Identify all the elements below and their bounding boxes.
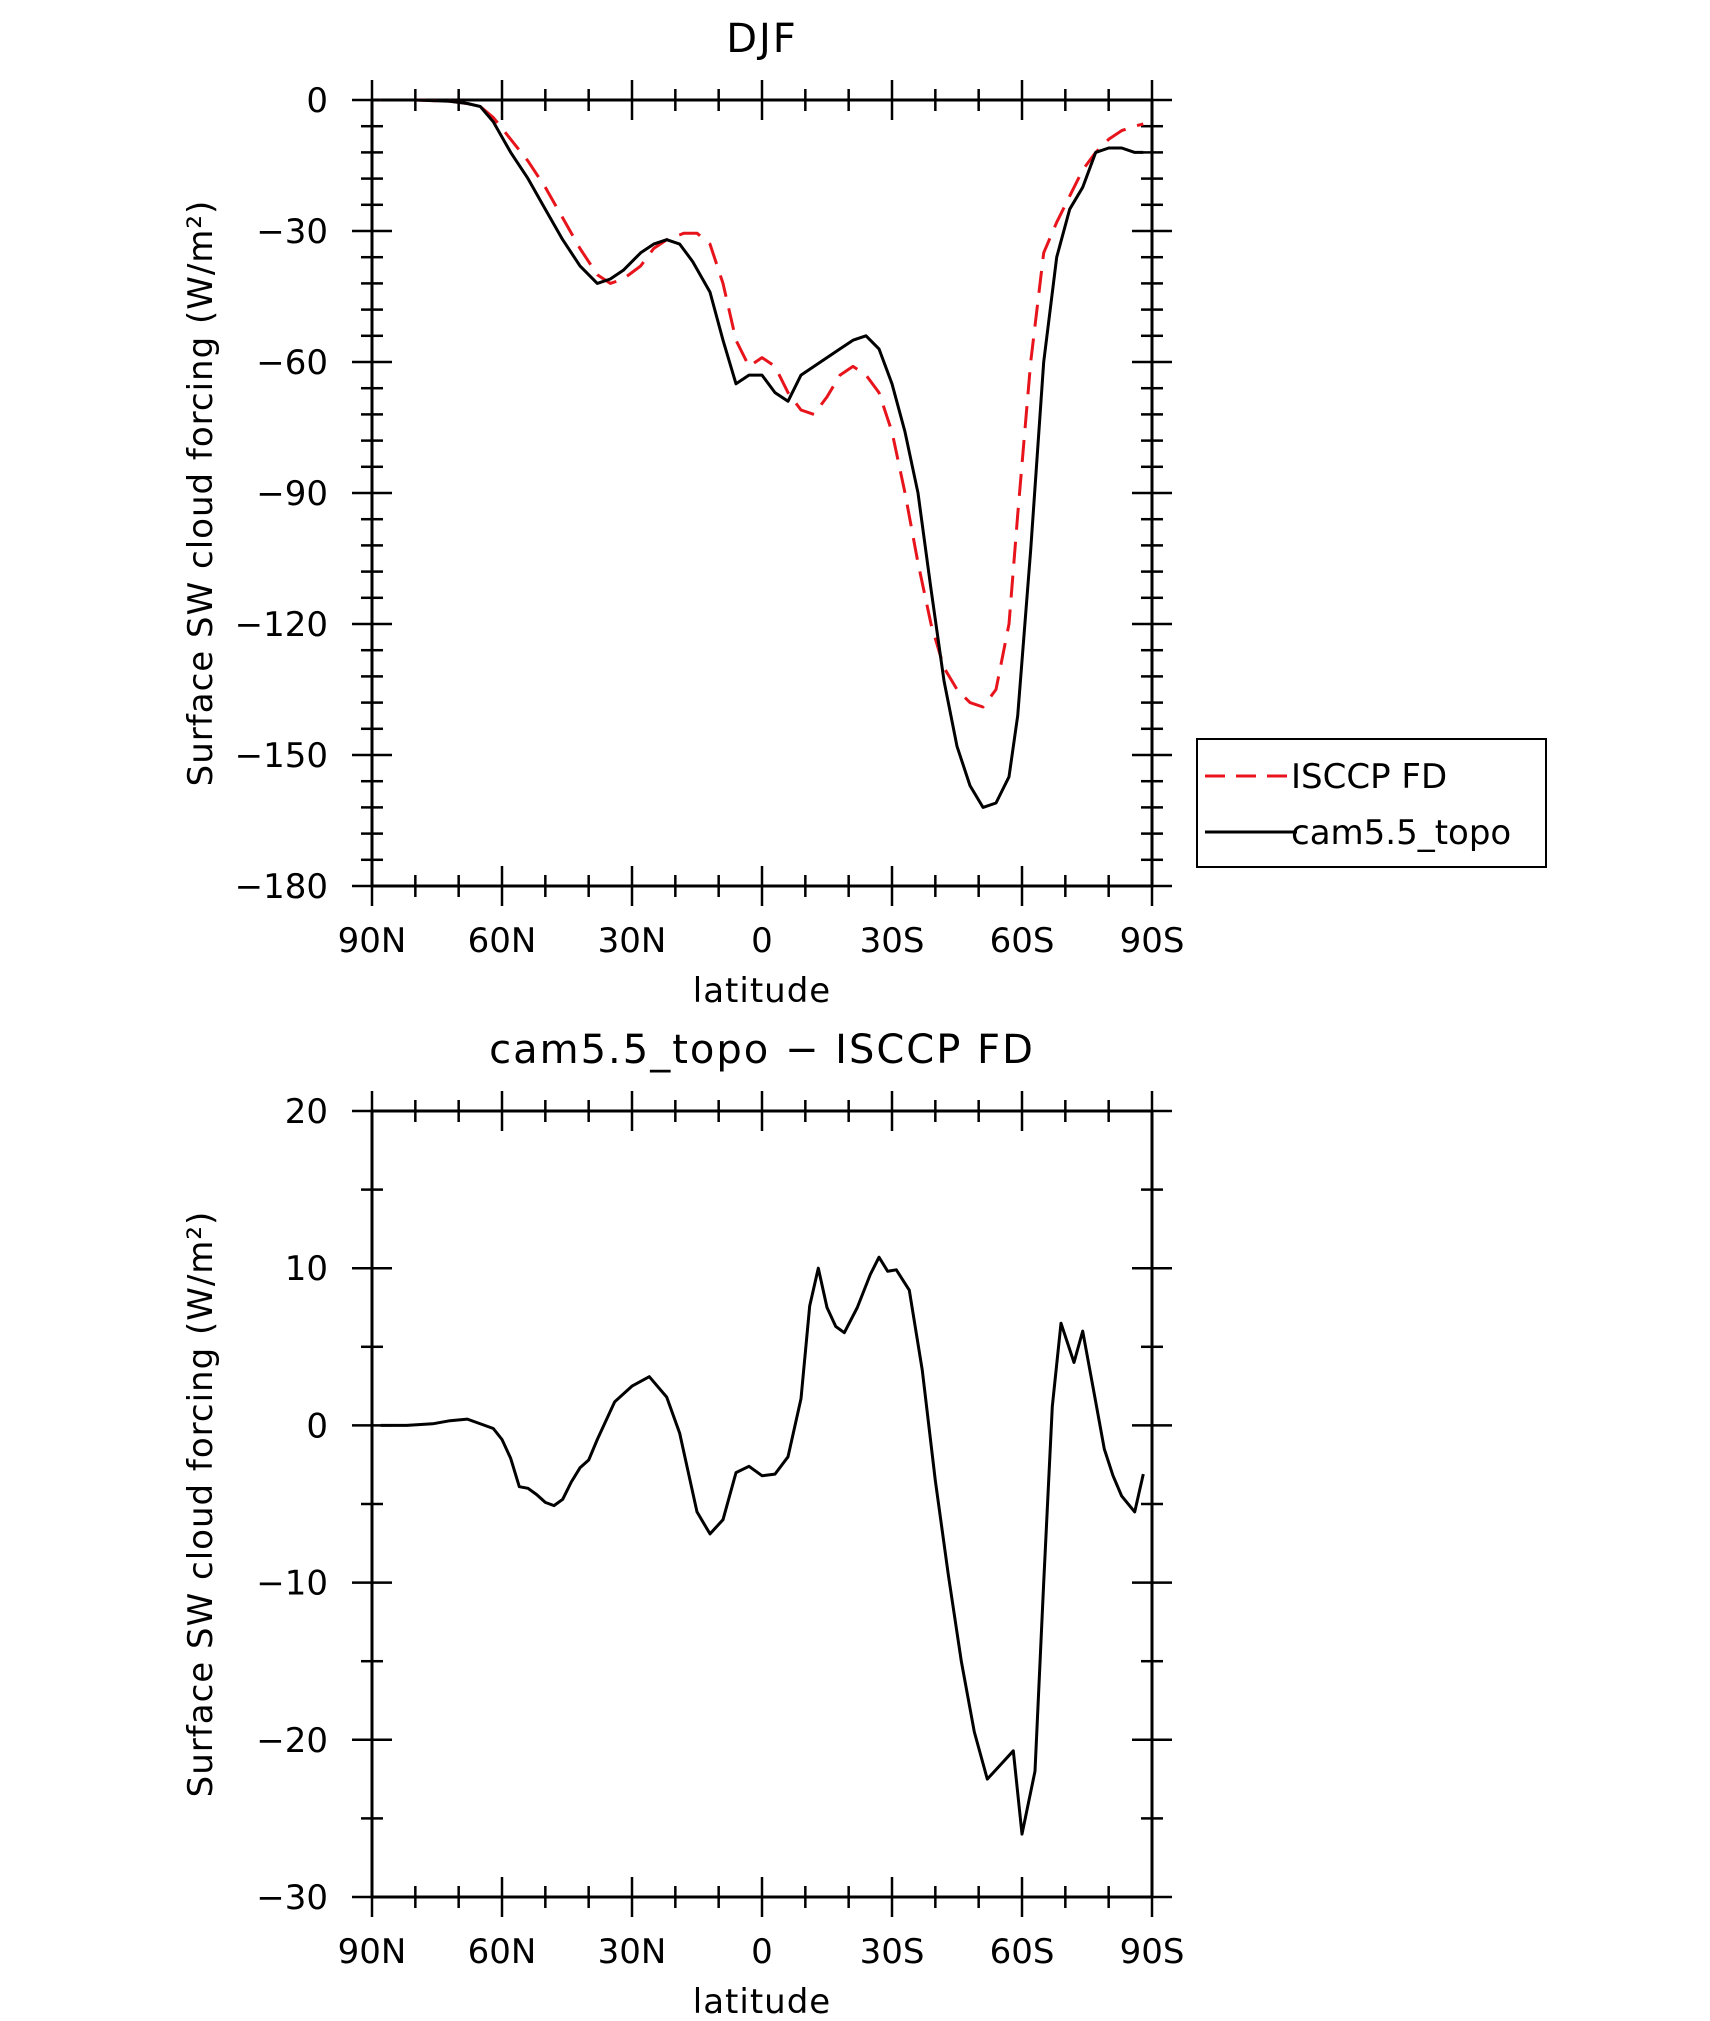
- series-line-0: [380, 1255, 1145, 1836]
- y-tick-label: 10: [285, 1249, 328, 1289]
- x-tick-label: 60N: [468, 921, 537, 961]
- legend-label: cam5.5_topo: [1291, 813, 1511, 853]
- x-tick-label: 90S: [1120, 921, 1185, 961]
- x-axis-label: latitude: [693, 971, 831, 1011]
- x-tick-label: 60N: [468, 1932, 537, 1972]
- y-tick-label: −120: [235, 605, 328, 645]
- plot-frame: [370, 1109, 1154, 1899]
- y-tick-label: 0: [306, 81, 328, 121]
- legend-label: ISCCP FD: [1291, 757, 1447, 797]
- y-axis-label: Surface SW cloud forcing (W/m²): [181, 1211, 221, 1798]
- y-tick-label: −30: [256, 212, 328, 252]
- x-tick-label: 90N: [338, 1932, 407, 1972]
- y-tick-label: −20: [256, 1721, 328, 1761]
- chart-title: cam5.5_topo − ISCCP FD: [489, 1027, 1035, 1073]
- y-tick-label: −180: [235, 867, 328, 907]
- y-tick-label: −10: [256, 1564, 328, 1604]
- x-tick-label: 90S: [1120, 1932, 1185, 1972]
- y-tick-label: −90: [256, 474, 328, 514]
- x-tick-label: 60S: [990, 921, 1055, 961]
- y-tick-label: −30: [256, 1878, 328, 1918]
- legend: ISCCP FD cam5.5_topo: [1196, 738, 1547, 868]
- x-axis-label: latitude: [693, 1982, 831, 2021]
- x-tick-label: 30S: [860, 921, 925, 961]
- legend-box: [1196, 738, 1547, 868]
- y-tick-label: 0: [306, 1406, 328, 1446]
- chart-title: DJF: [726, 16, 798, 62]
- x-tick-label: 30N: [598, 921, 667, 961]
- chart-top-panel: DJF 90N 60N 30N 0 30S 60S 90S 0 −30 −60 −90 −120 −150…: [181, 16, 1547, 1011]
- series-line-isccp-fd: [380, 98, 1144, 709]
- y-axis-label: Surface SW cloud forcing (W/m²): [181, 200, 221, 787]
- x-tick-label: 0: [751, 1932, 773, 1972]
- y-tick-label: −150: [235, 736, 328, 776]
- series-line-cam5-5-topo: [380, 98, 1144, 809]
- x-tick-label: 30N: [598, 1932, 667, 1972]
- x-tick-label: 30S: [860, 1932, 925, 1972]
- x-tick-label: 0: [751, 921, 773, 961]
- y-tick-label: 20: [285, 1092, 328, 1132]
- chart-bottom-panel: cam5.5_topo − ISCCP FD 90N 60N 30N 0 30S 60S 90…: [181, 1027, 1184, 2021]
- x-tick-label: 60S: [990, 1932, 1055, 1972]
- y-tick-label: −60: [256, 343, 328, 383]
- x-tick-label: 90N: [338, 921, 407, 961]
